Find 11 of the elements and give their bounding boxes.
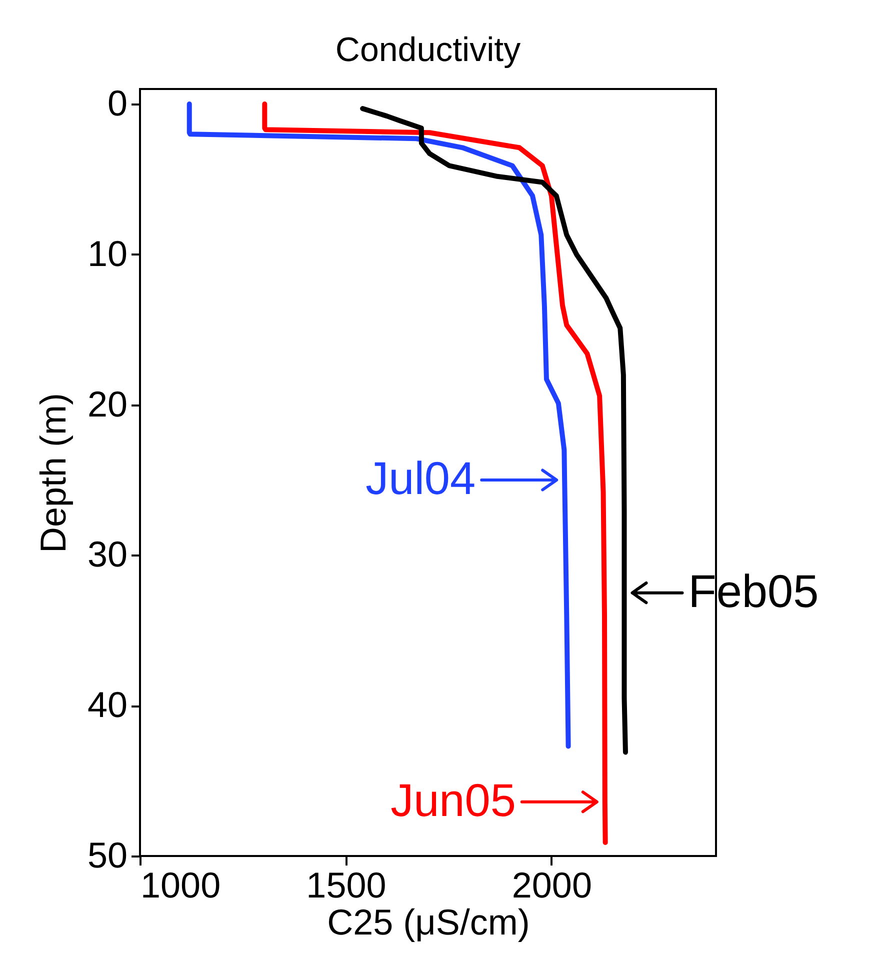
y-tick-label: 40 xyxy=(87,684,128,726)
y-tick-label: 10 xyxy=(87,232,128,274)
x-tick-label: 1000 xyxy=(140,864,221,906)
annotation: Jun05 xyxy=(390,774,516,826)
annotation: Jul04 xyxy=(366,452,476,504)
y-tick-label: 0 xyxy=(107,82,128,124)
y-axis-title: Depth (m) xyxy=(32,392,74,554)
y-tick-label: 20 xyxy=(87,383,128,424)
y-tick-label: 50 xyxy=(87,834,128,876)
chart-title: Conductivity xyxy=(335,31,521,70)
y-tick-label: 30 xyxy=(87,534,128,575)
